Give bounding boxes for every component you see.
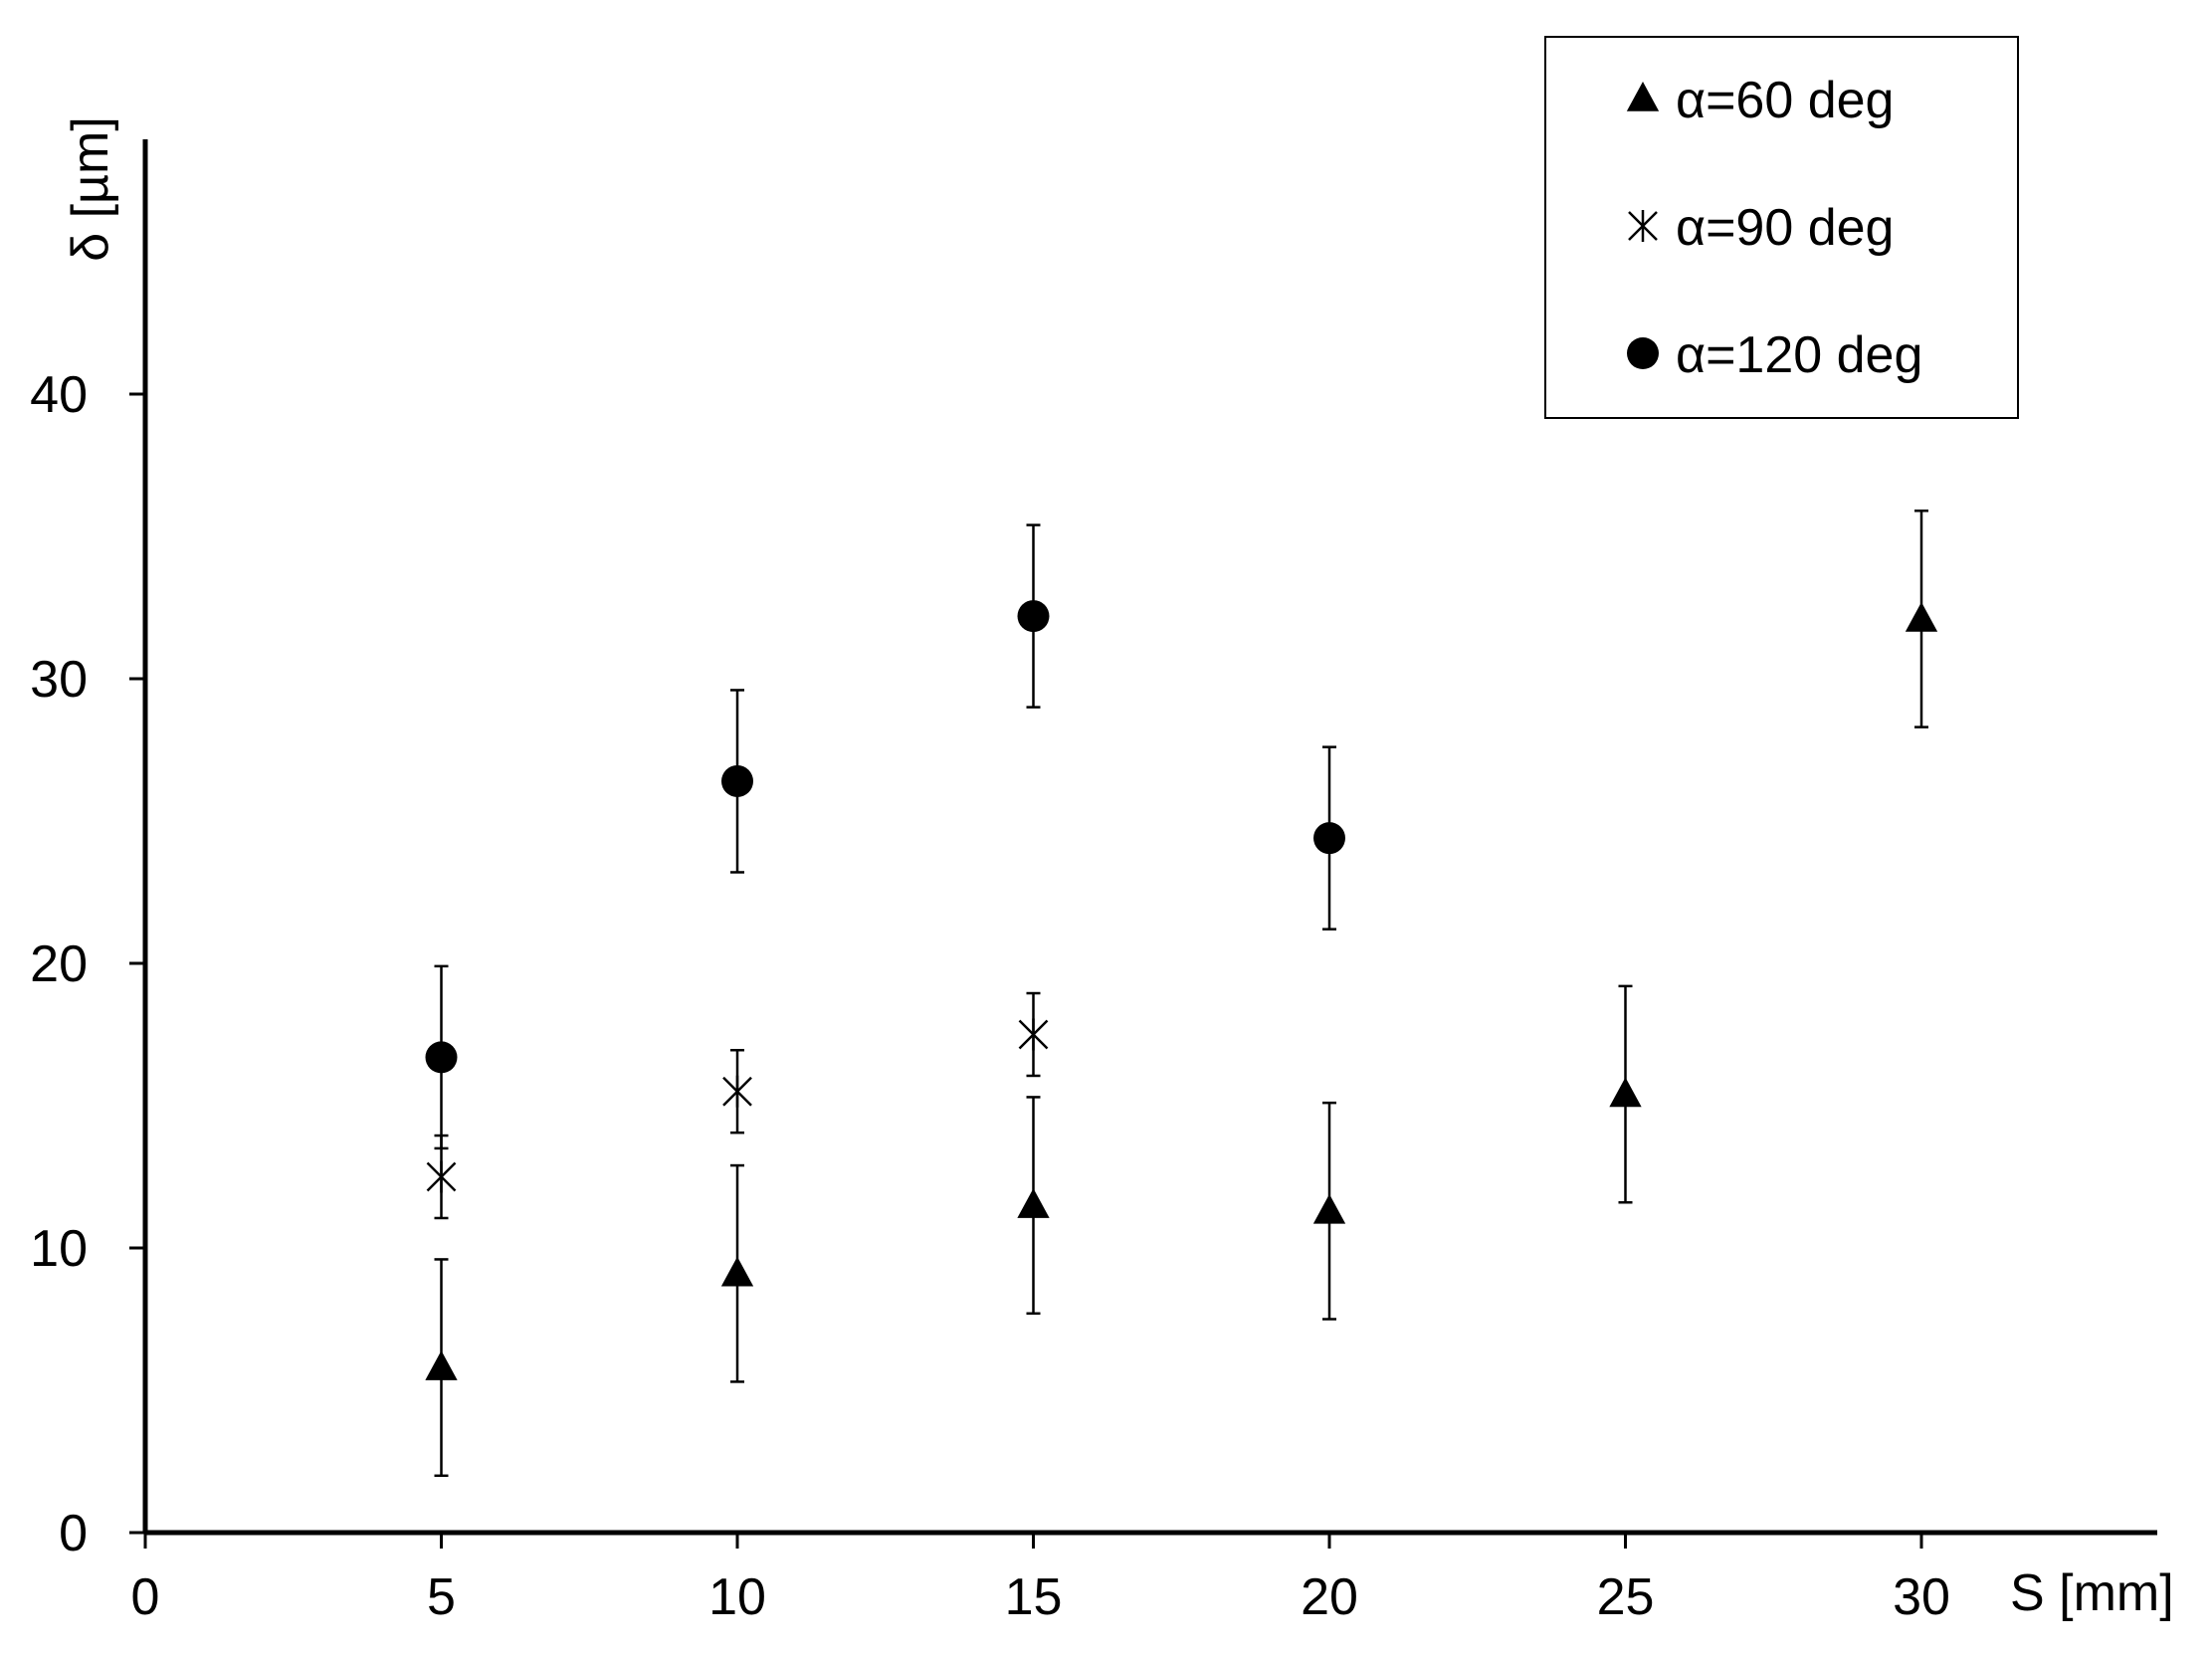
x-ticks: 0 5 10 15 20 25 30 <box>131 1533 1950 1626</box>
circle-marker <box>1017 600 1050 633</box>
triangle-marker <box>1017 1188 1050 1218</box>
y-tick-label: 30 <box>30 651 88 709</box>
series-2 <box>426 991 1049 1220</box>
circle-marker <box>425 1041 458 1074</box>
x-tick-label: 30 <box>1893 1568 1950 1626</box>
axes: S [mm] δ [µm] <box>62 116 2174 1622</box>
triangle-marker <box>720 1256 754 1287</box>
triangle-marker <box>1905 601 1938 632</box>
legend-label: α=60 deg <box>1676 72 1894 129</box>
legend-label: α=120 deg <box>1676 326 1922 384</box>
x-axis-title: S [mm] <box>2010 1564 2174 1622</box>
triangle-marker <box>1312 1193 1346 1224</box>
x-tick-label: 5 <box>427 1568 456 1626</box>
y-tick-label: 40 <box>30 366 88 424</box>
legend-label: α=90 deg <box>1676 199 1894 257</box>
y-tick-label: 0 <box>59 1505 88 1562</box>
asterisk-marker <box>722 1075 752 1108</box>
legend-triangle-marker <box>1626 82 1660 111</box>
data-series <box>425 510 1938 1478</box>
x-tick-label: 20 <box>1301 1568 1358 1626</box>
series-3 <box>425 523 1345 1150</box>
legend: α=60 deg α=90 deg α=120 deg <box>1544 36 2019 419</box>
legend-circle-marker <box>1627 337 1659 369</box>
x-tick-label: 0 <box>131 1568 160 1626</box>
legend-box <box>1544 36 2019 419</box>
triangle-marker <box>425 1350 458 1380</box>
asterisk-marker <box>426 1160 457 1193</box>
x-tick-label: 10 <box>708 1568 766 1626</box>
x-tick-label: 15 <box>1005 1568 1063 1626</box>
y-axis-title: δ [µm] <box>62 116 119 262</box>
y-ticks: 0 10 20 30 40 <box>30 366 145 1562</box>
circle-marker <box>721 764 753 797</box>
legend-asterisk-marker <box>1628 210 1658 242</box>
circle-marker <box>1313 822 1345 855</box>
series-1 <box>425 510 1938 1478</box>
triangle-marker <box>1609 1077 1642 1108</box>
y-tick-label: 20 <box>30 935 88 993</box>
x-tick-label: 25 <box>1597 1568 1655 1626</box>
y-tick-label: 10 <box>30 1220 88 1278</box>
asterisk-marker <box>1018 1018 1049 1051</box>
